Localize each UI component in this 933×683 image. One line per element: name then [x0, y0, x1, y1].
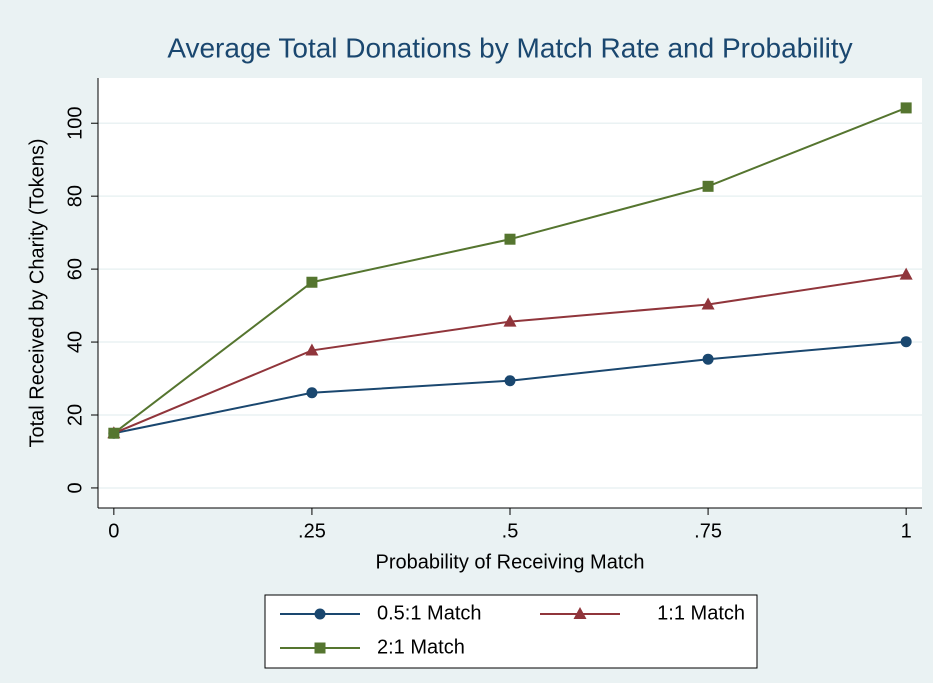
marker	[504, 233, 516, 245]
x-tick-label: .25	[298, 520, 326, 542]
marker	[701, 297, 715, 310]
legend-marker	[314, 642, 326, 654]
x-tick-label: 1	[901, 520, 912, 542]
x-tick-label: .75	[694, 520, 722, 542]
marker	[900, 102, 912, 114]
y-tick-label: 40	[64, 331, 86, 353]
marker	[108, 427, 120, 439]
marker	[306, 387, 318, 399]
legend-label: 1:1 Match	[657, 602, 745, 624]
marker	[503, 314, 517, 327]
x-tick-label: 0	[108, 520, 119, 542]
y-axis-label: Total Received by Charity (Tokens)	[26, 138, 48, 447]
marker	[899, 267, 913, 280]
marker	[702, 180, 714, 192]
legend	[264, 594, 758, 669]
x-axis-label: Probability of Receiving Match	[375, 551, 644, 573]
marker	[305, 343, 319, 356]
legend-label: 0.5:1 Match	[377, 602, 482, 624]
plot-area	[98, 78, 922, 508]
legend-marker	[314, 608, 326, 620]
marker	[900, 336, 912, 348]
marker	[306, 276, 318, 288]
marker	[504, 375, 516, 387]
y-tick-label: 100	[64, 107, 86, 140]
x-tick-label: .5	[502, 520, 519, 542]
chart-title: Average Total Donations by Match Rate an…	[167, 32, 852, 63]
y-tick-label: 20	[64, 404, 86, 426]
y-tick-label: 80	[64, 185, 86, 207]
legend-label: 2:1 Match	[377, 636, 465, 658]
marker	[702, 353, 714, 365]
y-tick-label: 60	[64, 258, 86, 280]
y-tick-label: 0	[64, 482, 86, 493]
legend-marker	[573, 607, 587, 619]
